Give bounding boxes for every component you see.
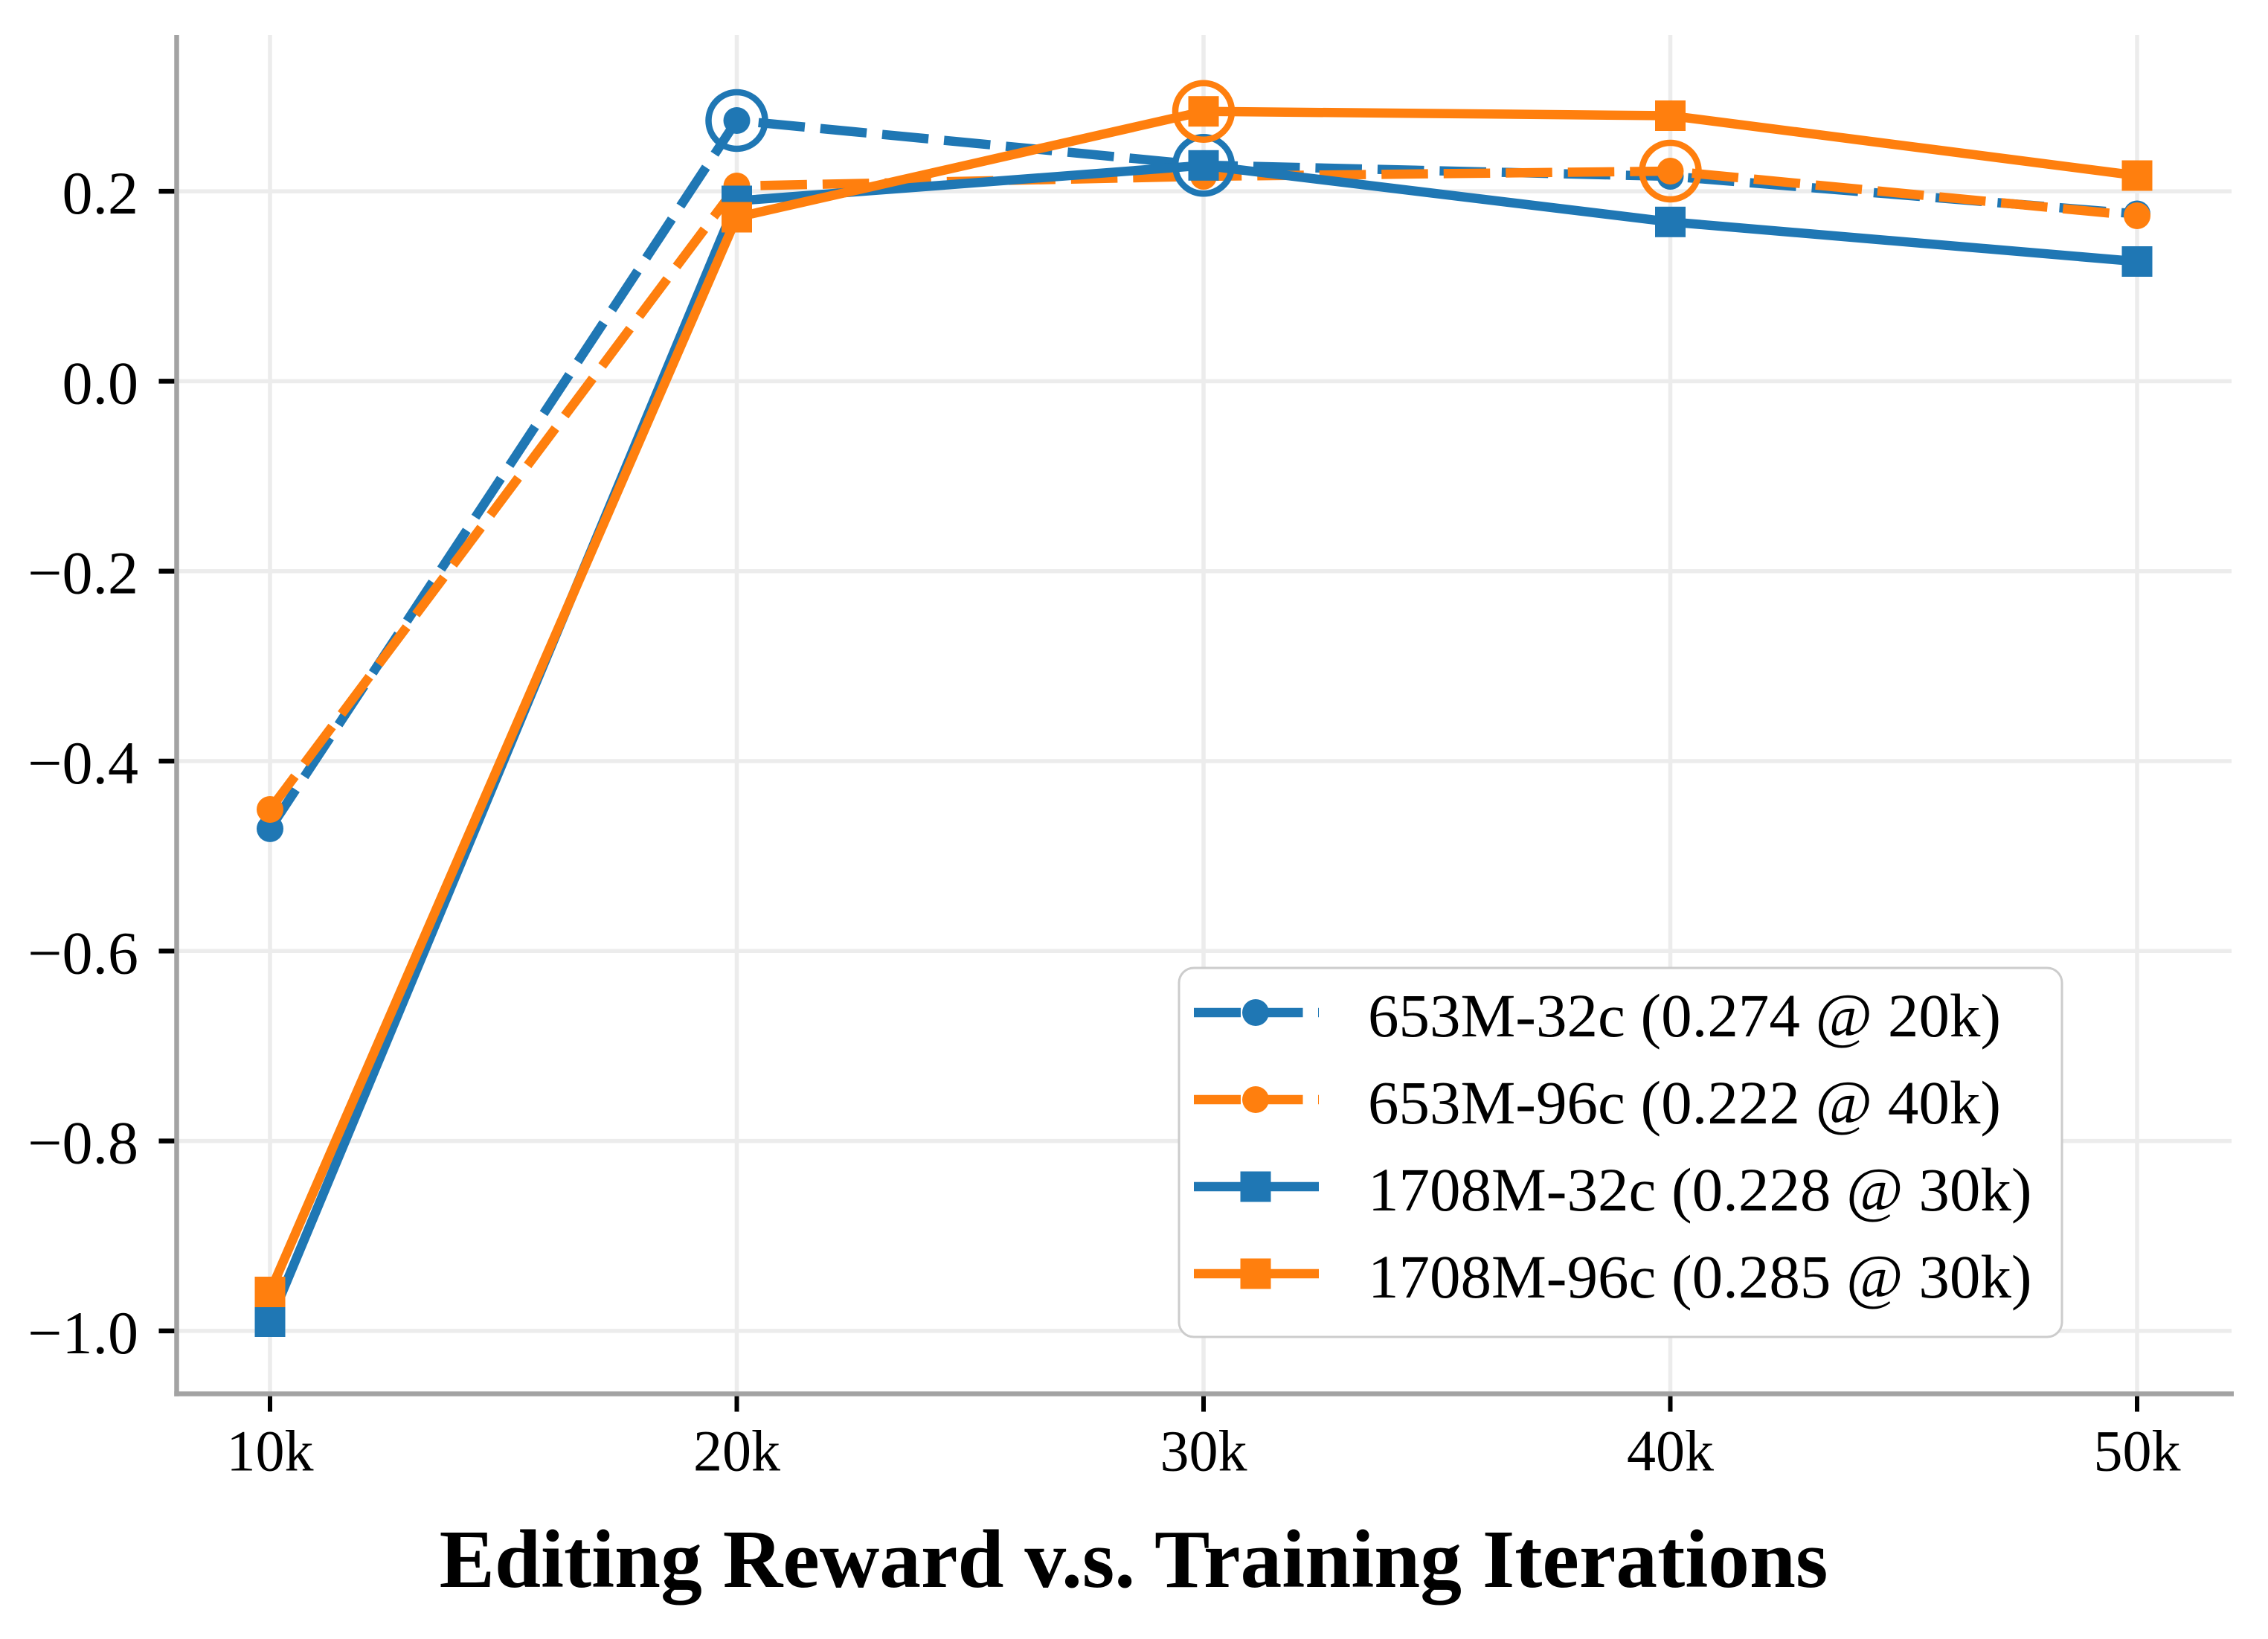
svg-text:0.0: 0.0: [62, 349, 139, 417]
svg-text:0.2: 0.2: [62, 159, 139, 227]
svg-text:653M-32c (0.274 @ 20k): 653M-32c (0.274 @ 20k): [1368, 981, 2001, 1050]
svg-text:−1.0: −1.0: [28, 1299, 138, 1367]
svg-text:40k: 40k: [1627, 1419, 1714, 1484]
svg-text:1708M-32c (0.228 @ 30k): 1708M-32c (0.228 @ 30k): [1368, 1155, 2032, 1224]
svg-text:−0.6: −0.6: [28, 919, 138, 987]
svg-text:20k: 20k: [693, 1419, 780, 1484]
svg-text:Editing Reward v.s. Training I: Editing Reward v.s. Training Iterations: [440, 1514, 1828, 1606]
svg-text:30k: 30k: [1160, 1419, 1247, 1484]
svg-text:653M-96c (0.222 @ 40k): 653M-96c (0.222 @ 40k): [1368, 1068, 2001, 1137]
svg-text:50k: 50k: [2094, 1419, 2181, 1484]
svg-text:−0.4: −0.4: [28, 729, 138, 797]
svg-text:10k: 10k: [227, 1419, 314, 1484]
svg-text:−0.8: −0.8: [28, 1109, 138, 1177]
svg-text:1708M-96c (0.285 @ 30k): 1708M-96c (0.285 @ 30k): [1368, 1242, 2032, 1311]
svg-text:−0.2: −0.2: [28, 539, 138, 607]
